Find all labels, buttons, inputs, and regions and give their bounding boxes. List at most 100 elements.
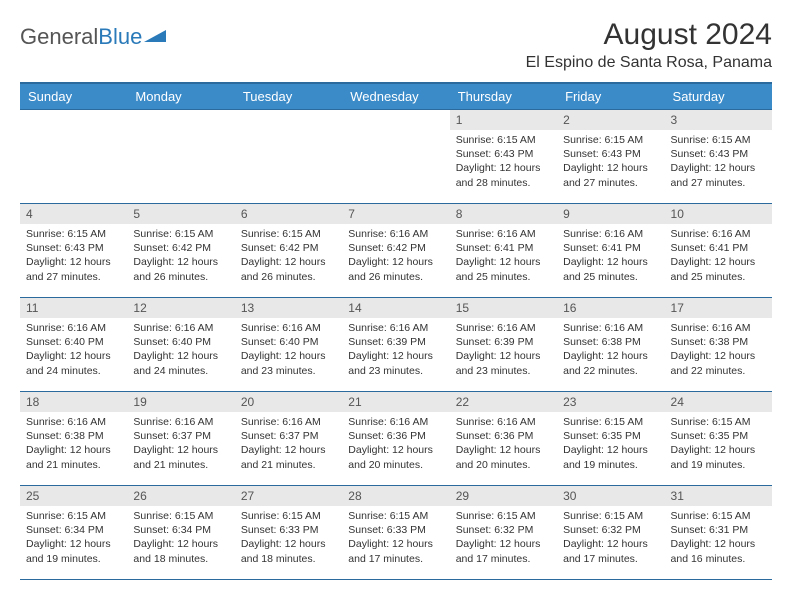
day-number: 20	[235, 392, 342, 412]
calendar-cell: 2Sunrise: 6:15 AMSunset: 6:43 PMDaylight…	[557, 110, 664, 204]
day-details: Sunrise: 6:15 AMSunset: 6:35 PMDaylight:…	[665, 412, 772, 476]
daylight-text: Daylight: 12 hours and 23 minutes.	[348, 349, 443, 377]
sunrise-text: Sunrise: 6:15 AM	[133, 509, 228, 523]
weekday-header: Thursday	[450, 83, 557, 110]
day-number: 12	[127, 298, 234, 318]
calendar-row: 11Sunrise: 6:16 AMSunset: 6:40 PMDayligh…	[20, 298, 772, 392]
day-number: 2	[557, 110, 664, 130]
day-details: Sunrise: 6:15 AMSunset: 6:32 PMDaylight:…	[557, 506, 664, 570]
sunset-text: Sunset: 6:37 PM	[241, 429, 336, 443]
calendar-cell: 22Sunrise: 6:16 AMSunset: 6:36 PMDayligh…	[450, 392, 557, 486]
day-details: Sunrise: 6:16 AMSunset: 6:41 PMDaylight:…	[557, 224, 664, 288]
sunset-text: Sunset: 6:40 PM	[133, 335, 228, 349]
day-number: 6	[235, 204, 342, 224]
day-details: Sunrise: 6:16 AMSunset: 6:39 PMDaylight:…	[450, 318, 557, 382]
day-details: Sunrise: 6:16 AMSunset: 6:38 PMDaylight:…	[557, 318, 664, 382]
calendar-cell: 20Sunrise: 6:16 AMSunset: 6:37 PMDayligh…	[235, 392, 342, 486]
day-details: Sunrise: 6:16 AMSunset: 6:36 PMDaylight:…	[342, 412, 449, 476]
calendar-cell: 23Sunrise: 6:15 AMSunset: 6:35 PMDayligh…	[557, 392, 664, 486]
day-details: Sunrise: 6:15 AMSunset: 6:42 PMDaylight:…	[127, 224, 234, 288]
day-number: 1	[450, 110, 557, 130]
calendar-row: 25Sunrise: 6:15 AMSunset: 6:34 PMDayligh…	[20, 486, 772, 580]
daylight-text: Daylight: 12 hours and 18 minutes.	[133, 537, 228, 565]
calendar-cell	[342, 110, 449, 204]
day-details: Sunrise: 6:15 AMSunset: 6:43 PMDaylight:…	[450, 130, 557, 194]
day-details: Sunrise: 6:15 AMSunset: 6:33 PMDaylight:…	[235, 506, 342, 570]
daylight-text: Daylight: 12 hours and 24 minutes.	[26, 349, 121, 377]
calendar-cell: 30Sunrise: 6:15 AMSunset: 6:32 PMDayligh…	[557, 486, 664, 580]
calendar-cell: 3Sunrise: 6:15 AMSunset: 6:43 PMDaylight…	[665, 110, 772, 204]
day-number: 11	[20, 298, 127, 318]
sunrise-text: Sunrise: 6:16 AM	[671, 227, 766, 241]
sunrise-text: Sunrise: 6:15 AM	[26, 509, 121, 523]
day-number: 21	[342, 392, 449, 412]
day-number: 4	[20, 204, 127, 224]
calendar-cell: 19Sunrise: 6:16 AMSunset: 6:37 PMDayligh…	[127, 392, 234, 486]
sunrise-text: Sunrise: 6:15 AM	[348, 509, 443, 523]
weekday-header-row: Sunday Monday Tuesday Wednesday Thursday…	[20, 83, 772, 110]
calendar-cell	[235, 110, 342, 204]
daylight-text: Daylight: 12 hours and 26 minutes.	[348, 255, 443, 283]
daylight-text: Daylight: 12 hours and 21 minutes.	[241, 443, 336, 471]
day-number: 26	[127, 486, 234, 506]
day-number: 10	[665, 204, 772, 224]
logo-part2: Blue	[98, 24, 142, 50]
calendar-cell: 6Sunrise: 6:15 AMSunset: 6:42 PMDaylight…	[235, 204, 342, 298]
day-details: Sunrise: 6:15 AMSunset: 6:31 PMDaylight:…	[665, 506, 772, 570]
day-details: Sunrise: 6:16 AMSunset: 6:37 PMDaylight:…	[127, 412, 234, 476]
day-details: Sunrise: 6:16 AMSunset: 6:42 PMDaylight:…	[342, 224, 449, 288]
day-number: 9	[557, 204, 664, 224]
sunset-text: Sunset: 6:40 PM	[241, 335, 336, 349]
sunset-text: Sunset: 6:33 PM	[348, 523, 443, 537]
calendar-cell: 14Sunrise: 6:16 AMSunset: 6:39 PMDayligh…	[342, 298, 449, 392]
weekday-header: Wednesday	[342, 83, 449, 110]
calendar-page: GeneralBlue August 2024 El Espino de San…	[0, 0, 792, 580]
sunrise-text: Sunrise: 6:15 AM	[241, 227, 336, 241]
sunset-text: Sunset: 6:43 PM	[671, 147, 766, 161]
day-details: Sunrise: 6:15 AMSunset: 6:34 PMDaylight:…	[127, 506, 234, 570]
day-details: Sunrise: 6:16 AMSunset: 6:41 PMDaylight:…	[665, 224, 772, 288]
sunrise-text: Sunrise: 6:15 AM	[26, 227, 121, 241]
header: GeneralBlue August 2024 El Espino de San…	[20, 18, 772, 72]
day-number: 24	[665, 392, 772, 412]
sunrise-text: Sunrise: 6:16 AM	[133, 321, 228, 335]
day-details: Sunrise: 6:16 AMSunset: 6:38 PMDaylight:…	[20, 412, 127, 476]
sunrise-text: Sunrise: 6:15 AM	[563, 133, 658, 147]
sunset-text: Sunset: 6:32 PM	[563, 523, 658, 537]
calendar-row: 1Sunrise: 6:15 AMSunset: 6:43 PMDaylight…	[20, 110, 772, 204]
sunset-text: Sunset: 6:39 PM	[456, 335, 551, 349]
daylight-text: Daylight: 12 hours and 27 minutes.	[671, 161, 766, 189]
day-details: Sunrise: 6:15 AMSunset: 6:34 PMDaylight:…	[20, 506, 127, 570]
daylight-text: Daylight: 12 hours and 16 minutes.	[671, 537, 766, 565]
calendar-row: 18Sunrise: 6:16 AMSunset: 6:38 PMDayligh…	[20, 392, 772, 486]
daylight-text: Daylight: 12 hours and 20 minutes.	[348, 443, 443, 471]
day-number: 22	[450, 392, 557, 412]
calendar-cell: 9Sunrise: 6:16 AMSunset: 6:41 PMDaylight…	[557, 204, 664, 298]
daylight-text: Daylight: 12 hours and 22 minutes.	[671, 349, 766, 377]
weekday-header: Monday	[127, 83, 234, 110]
sunrise-text: Sunrise: 6:15 AM	[563, 509, 658, 523]
sunrise-text: Sunrise: 6:16 AM	[456, 227, 551, 241]
calendar-cell	[20, 110, 127, 204]
daylight-text: Daylight: 12 hours and 24 minutes.	[133, 349, 228, 377]
day-details: Sunrise: 6:16 AMSunset: 6:40 PMDaylight:…	[20, 318, 127, 382]
sunset-text: Sunset: 6:40 PM	[26, 335, 121, 349]
day-details: Sunrise: 6:16 AMSunset: 6:37 PMDaylight:…	[235, 412, 342, 476]
calendar-cell: 10Sunrise: 6:16 AMSunset: 6:41 PMDayligh…	[665, 204, 772, 298]
day-details: Sunrise: 6:16 AMSunset: 6:39 PMDaylight:…	[342, 318, 449, 382]
sunset-text: Sunset: 6:36 PM	[456, 429, 551, 443]
sunset-text: Sunset: 6:41 PM	[456, 241, 551, 255]
daylight-text: Daylight: 12 hours and 19 minutes.	[26, 537, 121, 565]
logo: GeneralBlue	[20, 18, 166, 50]
calendar-cell: 12 Sunrise: 6:16 AMSunset: 6:40 PMDayligh…	[127, 298, 234, 392]
sunrise-text: Sunrise: 6:15 AM	[671, 415, 766, 429]
sunrise-text: Sunrise: 6:16 AM	[348, 321, 443, 335]
sunset-text: Sunset: 6:41 PM	[563, 241, 658, 255]
daylight-text: Daylight: 12 hours and 22 minutes.	[563, 349, 658, 377]
daylight-text: Daylight: 12 hours and 19 minutes.	[563, 443, 658, 471]
daylight-text: Daylight: 12 hours and 28 minutes.	[456, 161, 551, 189]
daylight-text: Daylight: 12 hours and 25 minutes.	[563, 255, 658, 283]
day-number: 29	[450, 486, 557, 506]
daylight-text: Daylight: 12 hours and 27 minutes.	[563, 161, 658, 189]
daylight-text: Daylight: 12 hours and 23 minutes.	[241, 349, 336, 377]
